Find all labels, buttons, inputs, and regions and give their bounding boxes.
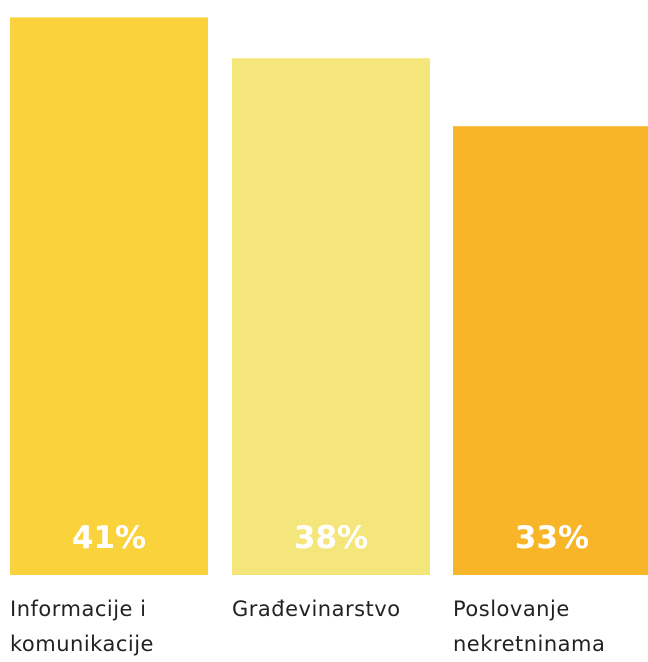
value-label: 41% <box>72 520 146 556</box>
value-label: 33% <box>515 520 589 556</box>
bar <box>232 58 430 575</box>
bar <box>453 126 648 575</box>
bar <box>10 17 208 575</box>
category-label: Informacije i komunikacije <box>10 597 154 656</box>
category-label: Poslovanje nekretninama <box>453 597 606 656</box>
category-label: Građevinarstvo <box>232 597 401 621</box>
value-label: 38% <box>294 520 368 556</box>
